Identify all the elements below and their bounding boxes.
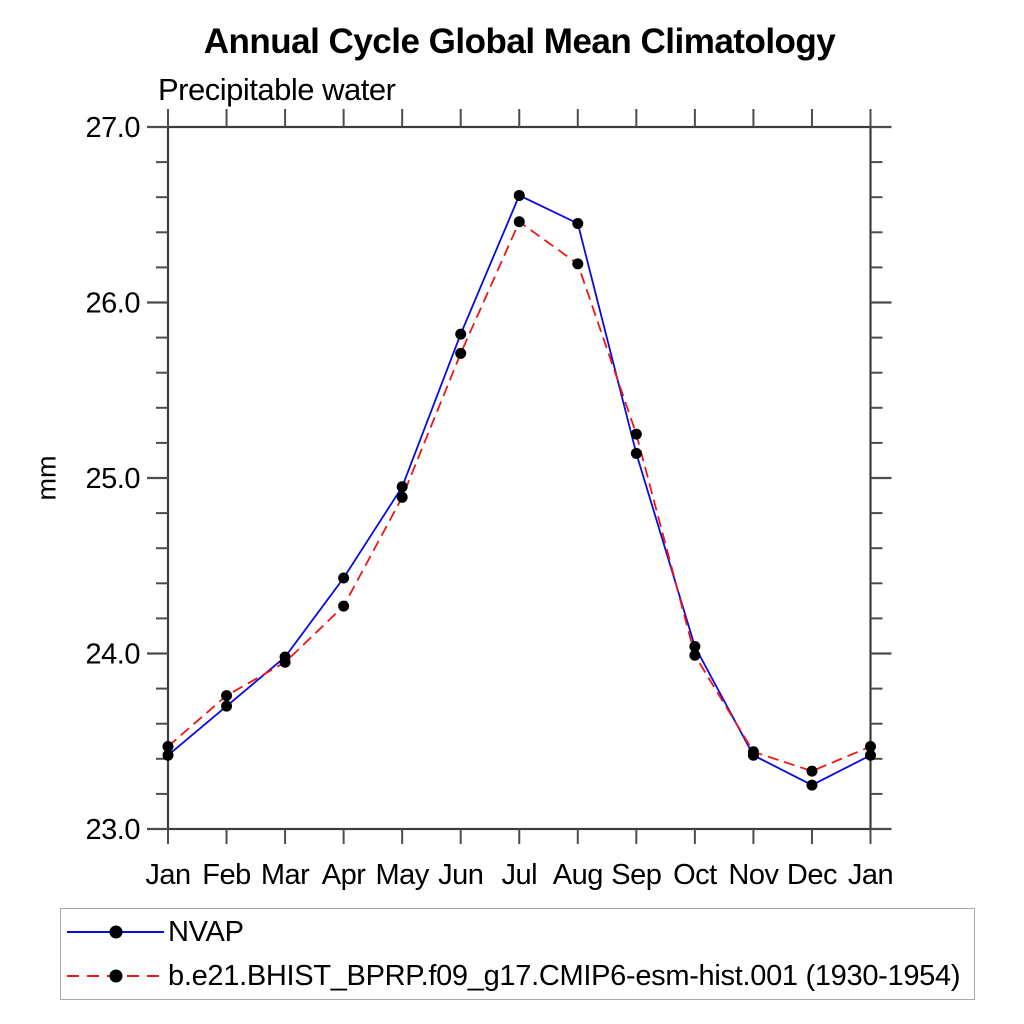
y-tick-label: 25.0 xyxy=(86,463,140,495)
data-point-nvap xyxy=(806,779,818,791)
chart-subtitle: Precipitable water xyxy=(158,72,396,107)
legend-marker-model xyxy=(109,969,123,983)
data-point-nvap xyxy=(630,447,642,459)
data-point-model xyxy=(455,347,467,359)
x-tick-label: Jan xyxy=(145,859,190,891)
x-tick-label: Nov xyxy=(728,859,779,891)
plot-frame xyxy=(166,125,872,831)
x-tick-label: Jun xyxy=(438,859,483,891)
data-point-nvap xyxy=(455,328,467,340)
x-tick-label: Sep xyxy=(611,859,661,891)
x-tick-label: Apr xyxy=(322,859,366,891)
x-tick-label: Feb xyxy=(202,859,250,891)
data-point-nvap xyxy=(338,572,350,584)
y-tick-label: 26.0 xyxy=(86,288,140,320)
chart-title: Annual Cycle Global Mean Climatology xyxy=(203,22,836,61)
data-point-nvap xyxy=(572,218,584,230)
y-tick-label: 27.0 xyxy=(86,112,140,144)
legend-sample-model xyxy=(67,969,164,983)
data-point-nvap xyxy=(396,481,408,493)
data-point-model xyxy=(689,649,701,661)
x-tick-label: Mar xyxy=(261,859,310,891)
x-tick-label: Jul xyxy=(501,859,537,891)
data-point-model xyxy=(338,600,350,612)
x-tick-label: Dec xyxy=(787,859,837,891)
data-point-model xyxy=(747,746,759,758)
data-point-model xyxy=(865,741,876,753)
legend-row-nvap: NVAP xyxy=(61,911,974,953)
data-point-model xyxy=(806,765,818,777)
legend-label-nvap: NVAP xyxy=(168,915,244,948)
legend-sample-nvap xyxy=(67,925,164,939)
data-point-nvap xyxy=(513,189,525,201)
data-point-model xyxy=(396,491,408,503)
legend-box: NVAP b.e21.BHIST_BPRP.f09_g17.CMIP6-esm-… xyxy=(60,908,975,1000)
data-point-model xyxy=(572,258,584,270)
data-point-nvap xyxy=(865,749,876,761)
data-point-nvap xyxy=(221,700,233,712)
data-point-nvap xyxy=(162,749,174,761)
data-point-model xyxy=(513,216,525,228)
legend-row-model: b.e21.BHIST_BPRP.f09_g17.CMIP6-esm-hist.… xyxy=(61,955,974,997)
y-tick-label: 23.0 xyxy=(86,814,140,846)
series-line-model xyxy=(167,220,871,773)
legend-marker-nvap xyxy=(109,925,123,939)
x-tick-label: Aug xyxy=(553,859,603,891)
y-tick-label: 24.0 xyxy=(86,639,140,671)
x-tick-label: Oct xyxy=(673,859,717,891)
data-point-nvap xyxy=(689,640,701,652)
data-point-model xyxy=(221,690,233,702)
x-tick-label: May xyxy=(376,859,430,891)
x-tick-label: Jan xyxy=(848,859,893,891)
series-line-nvap xyxy=(167,194,871,787)
data-point-model xyxy=(162,741,174,753)
data-point-model xyxy=(630,428,642,440)
legend-label-model: b.e21.BHIST_BPRP.f09_g17.CMIP6-esm-hist.… xyxy=(168,959,961,992)
data-point-model xyxy=(279,656,291,668)
